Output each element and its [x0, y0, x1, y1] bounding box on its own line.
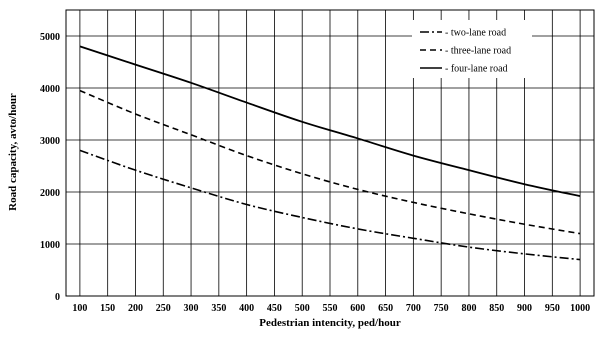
series-line-four-lane-road: [79, 45, 581, 198]
legend-label: - four-lane road: [445, 64, 508, 75]
grid: [66, 10, 594, 297]
series-line-two-lane-road: [79, 149, 581, 261]
y-tick-label: 3000: [40, 136, 60, 147]
x-tick-label: 400: [239, 303, 254, 314]
y-tick-label: 5000: [40, 32, 60, 43]
x-tick-label: 800: [461, 303, 476, 314]
plot-frame: [65, 9, 595, 297]
x-tick-label: 550: [323, 303, 338, 314]
x-tick-label: 900: [517, 303, 532, 314]
x-tick-label: 1000: [570, 303, 590, 314]
x-tick-label: 450: [267, 303, 282, 314]
legend-label: - three-lane road: [445, 46, 511, 57]
x-tick-label: 350: [211, 303, 226, 314]
x-tick-label: 250: [156, 303, 171, 314]
legend: - two-lane road - three-lane road - four-l…: [412, 20, 532, 78]
x-tick-label: 150: [100, 303, 115, 314]
x-tick-label: 500: [295, 303, 310, 314]
x-tick-label: 950: [545, 303, 560, 314]
y-tick-label: 4000: [40, 84, 60, 95]
legend-label: - two-lane road: [445, 28, 506, 39]
x-tick-label: 100: [72, 303, 87, 314]
y-axis-title: Road capacity, avto/hour: [7, 93, 19, 211]
y-tick-label: 0: [55, 292, 60, 303]
y-tick-label: 1000: [40, 240, 60, 251]
x-axis-title: Pedestrian intencity, ped/hour: [259, 317, 401, 329]
axes: 100 150 200 250 300 350 400 450 500 550 600 650 700 7…: [40, 9, 595, 314]
x-tick-label: 600: [350, 303, 365, 314]
x-tick-label: 300: [184, 303, 199, 314]
y-tick-label: 2000: [40, 188, 60, 199]
x-tick-label: 750: [434, 303, 449, 314]
series-lines: [79, 45, 581, 261]
x-tick-label: 850: [489, 303, 504, 314]
x-tick-label: 700: [406, 303, 421, 314]
x-tick-label: 650: [378, 303, 393, 314]
x-tick-label: 200: [128, 303, 143, 314]
